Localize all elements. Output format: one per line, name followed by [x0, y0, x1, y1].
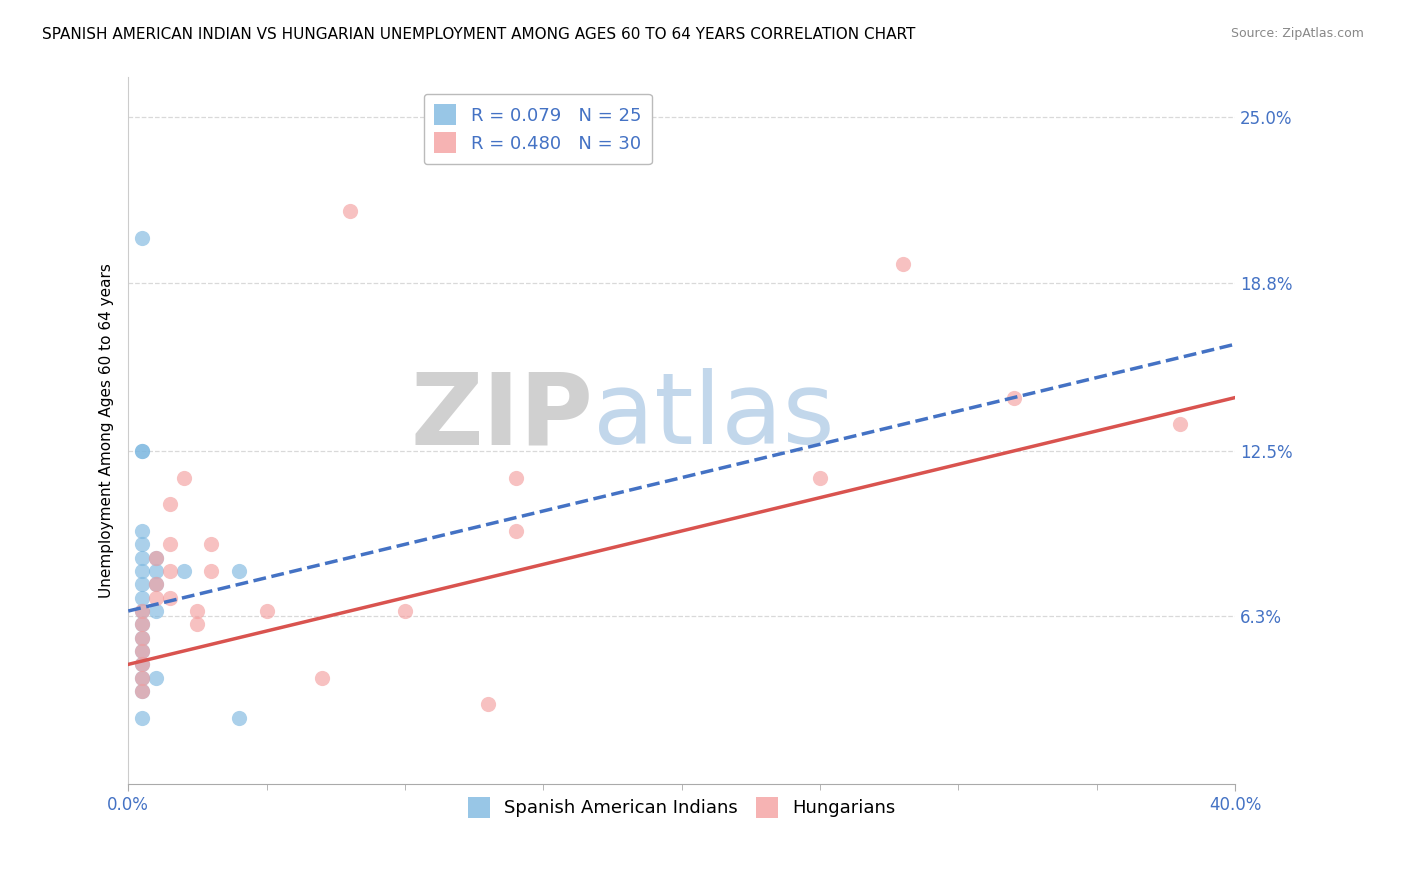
Point — [131, 684, 153, 698]
Text: atlas: atlas — [593, 368, 835, 466]
Point — [131, 657, 153, 672]
Point — [131, 617, 153, 632]
Point — [505, 524, 527, 538]
Point — [131, 631, 153, 645]
Point — [159, 537, 181, 551]
Point — [131, 671, 153, 685]
Point — [131, 230, 153, 244]
Point — [186, 617, 208, 632]
Text: ZIP: ZIP — [411, 368, 593, 466]
Y-axis label: Unemployment Among Ages 60 to 64 years: Unemployment Among Ages 60 to 64 years — [100, 263, 114, 599]
Point — [228, 711, 250, 725]
Text: SPANISH AMERICAN INDIAN VS HUNGARIAN UNEMPLOYMENT AMONG AGES 60 TO 64 YEARS CORR: SPANISH AMERICAN INDIAN VS HUNGARIAN UNE… — [42, 27, 915, 42]
Point — [339, 203, 361, 218]
Point — [505, 470, 527, 484]
Point — [131, 657, 153, 672]
Point — [145, 604, 167, 618]
Point — [1002, 391, 1025, 405]
Point — [131, 671, 153, 685]
Point — [131, 617, 153, 632]
Point — [256, 604, 278, 618]
Point — [200, 537, 222, 551]
Point — [131, 577, 153, 591]
Point — [131, 604, 153, 618]
Point — [159, 564, 181, 578]
Point — [131, 644, 153, 658]
Point — [145, 550, 167, 565]
Legend: Spanish American Indians, Hungarians: Spanish American Indians, Hungarians — [461, 789, 903, 825]
Point — [159, 497, 181, 511]
Point — [891, 257, 914, 271]
Point — [131, 524, 153, 538]
Point — [131, 444, 153, 458]
Point — [145, 671, 167, 685]
Point — [131, 444, 153, 458]
Point — [145, 591, 167, 605]
Point — [131, 537, 153, 551]
Text: Source: ZipAtlas.com: Source: ZipAtlas.com — [1230, 27, 1364, 40]
Point — [159, 591, 181, 605]
Point — [131, 550, 153, 565]
Point — [311, 671, 333, 685]
Point — [1168, 417, 1191, 432]
Point — [131, 604, 153, 618]
Point — [145, 577, 167, 591]
Point — [131, 591, 153, 605]
Point — [186, 604, 208, 618]
Point — [131, 711, 153, 725]
Point — [145, 564, 167, 578]
Point — [394, 604, 416, 618]
Point — [131, 564, 153, 578]
Point — [145, 577, 167, 591]
Point — [200, 564, 222, 578]
Point — [228, 564, 250, 578]
Point — [173, 470, 195, 484]
Point — [145, 550, 167, 565]
Point — [131, 631, 153, 645]
Point — [131, 644, 153, 658]
Point — [173, 564, 195, 578]
Point — [808, 470, 831, 484]
Point — [477, 698, 499, 712]
Point — [131, 684, 153, 698]
